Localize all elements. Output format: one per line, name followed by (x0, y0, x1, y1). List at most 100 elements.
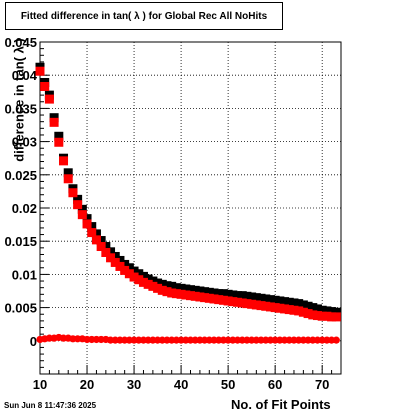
black-series-point (129, 266, 139, 276)
red-series-point (256, 301, 266, 311)
black-series-point (228, 290, 238, 300)
black-series-point (106, 247, 116, 257)
black-series-point (162, 281, 172, 291)
black-series-point (138, 271, 148, 281)
black-series-point (63, 168, 73, 178)
red-series-point (171, 289, 181, 299)
black-series-point (176, 283, 186, 293)
black-series-point (322, 306, 332, 316)
red-series-point (247, 299, 257, 309)
black-series-point (186, 285, 195, 295)
zero-series-point (332, 336, 340, 344)
red-series-point (218, 295, 228, 305)
black-series-point (233, 291, 243, 301)
red-series-point (303, 309, 313, 319)
black-series-point (148, 276, 158, 286)
x-tick-label: 20 (80, 377, 94, 392)
black-series-point (195, 286, 205, 296)
y-axis-title: difference in tan( λ ) (11, 38, 27, 162)
red-series-point (214, 295, 224, 305)
black-series-point (308, 303, 318, 313)
y-tick-label: 0.04 (12, 68, 38, 83)
red-series-point (87, 228, 97, 238)
black-series-point (101, 242, 111, 252)
black-series-point (171, 283, 181, 293)
black-series-point (317, 305, 327, 315)
red-series-point (312, 311, 322, 321)
black-series-point (143, 274, 153, 284)
red-series-point (63, 174, 73, 184)
black-series-point (275, 296, 285, 306)
x-tick-label: 40 (174, 377, 188, 392)
y-tick-label: 0.03 (12, 135, 37, 150)
red-series-point (35, 66, 45, 76)
red-series-point (251, 300, 261, 310)
red-series-point (157, 285, 167, 295)
red-series-point (242, 299, 252, 309)
red-series-point (176, 289, 186, 299)
red-series-point (265, 302, 275, 312)
y-tick-label: 0.045 (4, 35, 37, 50)
red-series-point (138, 277, 148, 287)
black-series-point (200, 287, 210, 297)
red-series-point (190, 291, 200, 301)
black-series-point (284, 297, 294, 307)
black-series-point (214, 289, 224, 299)
axes: 10 20 30 40 50 60 70 0 0.005 0.01 0.015 0.02 0.025 0.… (4, 35, 342, 392)
black-series-point (298, 300, 308, 310)
black-series-point (209, 288, 219, 298)
x-axis-title: No. of Fit Points (231, 397, 331, 412)
black-series-point (204, 287, 214, 297)
black-series-point (157, 279, 167, 289)
y-tick-label: 0 (30, 334, 37, 349)
red-series-point (129, 272, 139, 282)
red-series-point (68, 188, 78, 198)
red-series-point (308, 310, 318, 320)
x-tick-label: 10 (33, 377, 47, 392)
red-series-point (101, 247, 111, 257)
red-series-point (77, 210, 87, 220)
black-series-point (134, 269, 144, 279)
red-series-point (40, 81, 50, 91)
red-series-point (59, 156, 69, 166)
red-series-point (289, 305, 299, 315)
red-series-point (233, 297, 243, 307)
black-series-point (242, 291, 252, 301)
timestamp: Sun Jun 8 11:47:36 2025 (4, 401, 97, 410)
red-series-point (181, 290, 191, 300)
red-series-point (331, 312, 341, 322)
data-markers (35, 62, 341, 344)
black-series-point (82, 214, 92, 224)
red-series-point (237, 298, 247, 308)
red-series-point (284, 305, 294, 315)
red-series-point (115, 261, 125, 271)
red-series-point (120, 265, 130, 275)
black-series-point (247, 292, 257, 302)
red-series-point (327, 312, 337, 322)
red-series-point (294, 306, 304, 316)
black-series-point (153, 278, 163, 288)
red-series-point (209, 294, 219, 304)
black-series-point (256, 293, 266, 303)
red-series-point (317, 311, 327, 321)
black-series-point (87, 222, 97, 232)
x-tick-label: 70 (315, 377, 329, 392)
y-tick-label: 0.025 (4, 168, 37, 183)
red-series-point (54, 137, 64, 147)
black-series-point (303, 301, 313, 311)
black-series-point (190, 285, 200, 295)
red-series-point (44, 94, 54, 104)
black-series-point (270, 295, 280, 305)
black-series-point (223, 289, 233, 299)
red-series-point (143, 279, 153, 289)
red-series-point (91, 235, 101, 245)
black-series-point (91, 229, 101, 239)
black-series-point (289, 298, 299, 308)
red-series-point (106, 253, 116, 263)
black-series-point (181, 284, 191, 294)
black-series-point (77, 204, 87, 214)
black-series-point (251, 293, 261, 303)
red-series-point (186, 291, 195, 301)
black-series-point (115, 255, 125, 265)
red-series-point (73, 200, 83, 210)
